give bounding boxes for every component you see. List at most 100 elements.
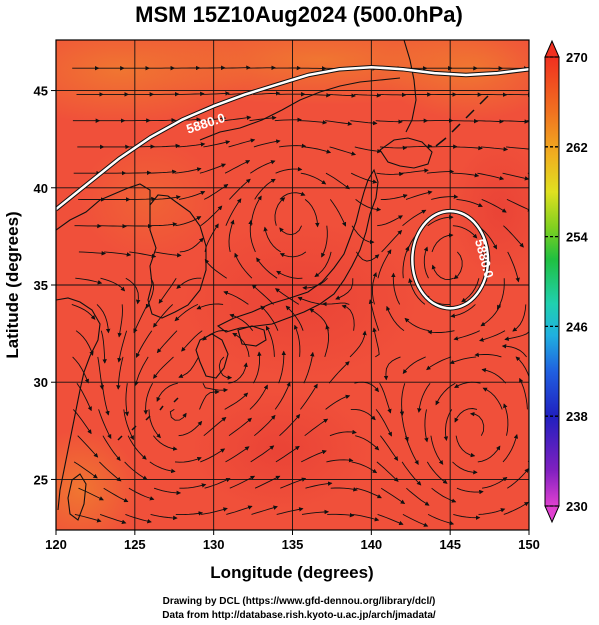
streamline [481,198,507,213]
streamline [148,117,176,123]
streamline [461,278,480,303]
streamline [204,258,227,279]
streamline [125,513,152,524]
streamline [149,169,177,175]
streamline [450,304,476,318]
streamline [375,119,403,124]
streamline [328,361,350,384]
streamline [280,477,307,489]
streamline [174,167,202,174]
streamline [200,205,223,227]
streamline [302,277,328,291]
colorbar-tick-label: 254 [566,230,588,245]
streamline [351,225,375,245]
streamline [232,332,250,357]
streamline [218,356,233,380]
streamline [380,194,408,200]
streamline [204,223,219,253]
streamline [234,252,253,279]
streamline [254,414,276,437]
streamline [443,409,453,441]
streamline [153,435,178,451]
streamline [297,296,325,305]
streamline [300,172,327,185]
streamline [401,168,429,174]
streamline [417,382,431,413]
streamline [249,115,277,122]
credit-drawing: Drawing by DCL (https://www.gfd-dennou.o… [163,596,436,607]
streamline [406,487,430,506]
streamline [78,487,104,501]
streamline [250,160,276,174]
streamline [497,278,505,310]
streamline [454,381,481,388]
streamline [449,356,477,365]
streamline [134,356,149,387]
streamline [377,513,404,526]
streamline [427,329,455,335]
streamline [386,305,405,332]
streamline [431,264,454,281]
streamline [174,456,202,463]
streamline [279,414,301,437]
streamline [104,251,132,257]
streamline [156,330,178,354]
streamline [202,91,230,96]
colorbar-bottom-arrow [544,505,560,524]
streamline [501,344,527,358]
streamline [133,304,148,334]
streamline [478,508,506,515]
streamline [181,330,203,352]
streamline [328,93,356,98]
streamline [456,487,484,495]
streamline [152,143,181,149]
streamline [423,246,429,279]
streamline [174,303,199,322]
streamline [353,93,382,98]
streamline [455,145,483,151]
streamline [502,172,529,181]
credit-data: Data from http://database.rish.kyoto-u.a… [162,610,436,621]
streamline [377,215,403,227]
streamline [143,382,153,415]
streamline [278,350,287,384]
streamline [129,251,157,259]
streamline [402,209,427,227]
colorbar-tick-label: 238 [566,409,588,424]
streamline [383,356,401,381]
streamline [158,277,177,304]
streamline [309,308,329,331]
streamline [279,143,307,149]
streamline [75,277,103,285]
streamline [117,304,123,338]
streamline [175,511,204,516]
streamline [399,383,406,417]
streamline [502,433,519,463]
streamline [156,382,178,402]
streamline [482,476,508,489]
streamline [225,446,250,463]
chart-title: MSM 15Z10Aug2024 (500.0hPa) [135,2,463,27]
streamline [501,119,529,124]
streamline [128,487,155,501]
streamline [228,362,248,384]
streamline [453,330,480,341]
streamline [263,226,281,253]
streamline [341,304,355,331]
streamline [430,435,444,465]
streamline [515,356,529,379]
streamline [224,160,251,174]
streamline [196,303,224,310]
streamline [78,251,107,256]
streamline [507,468,529,489]
streamline [480,146,509,152]
streamline [99,223,127,229]
streamline [375,409,392,437]
streamline [135,330,153,358]
streamline [368,299,380,331]
streamline [175,216,202,227]
streamline [229,178,251,200]
streamline [75,330,94,356]
y-tick-label: 45 [34,84,48,99]
colorbar-tick-label: 262 [566,140,588,155]
